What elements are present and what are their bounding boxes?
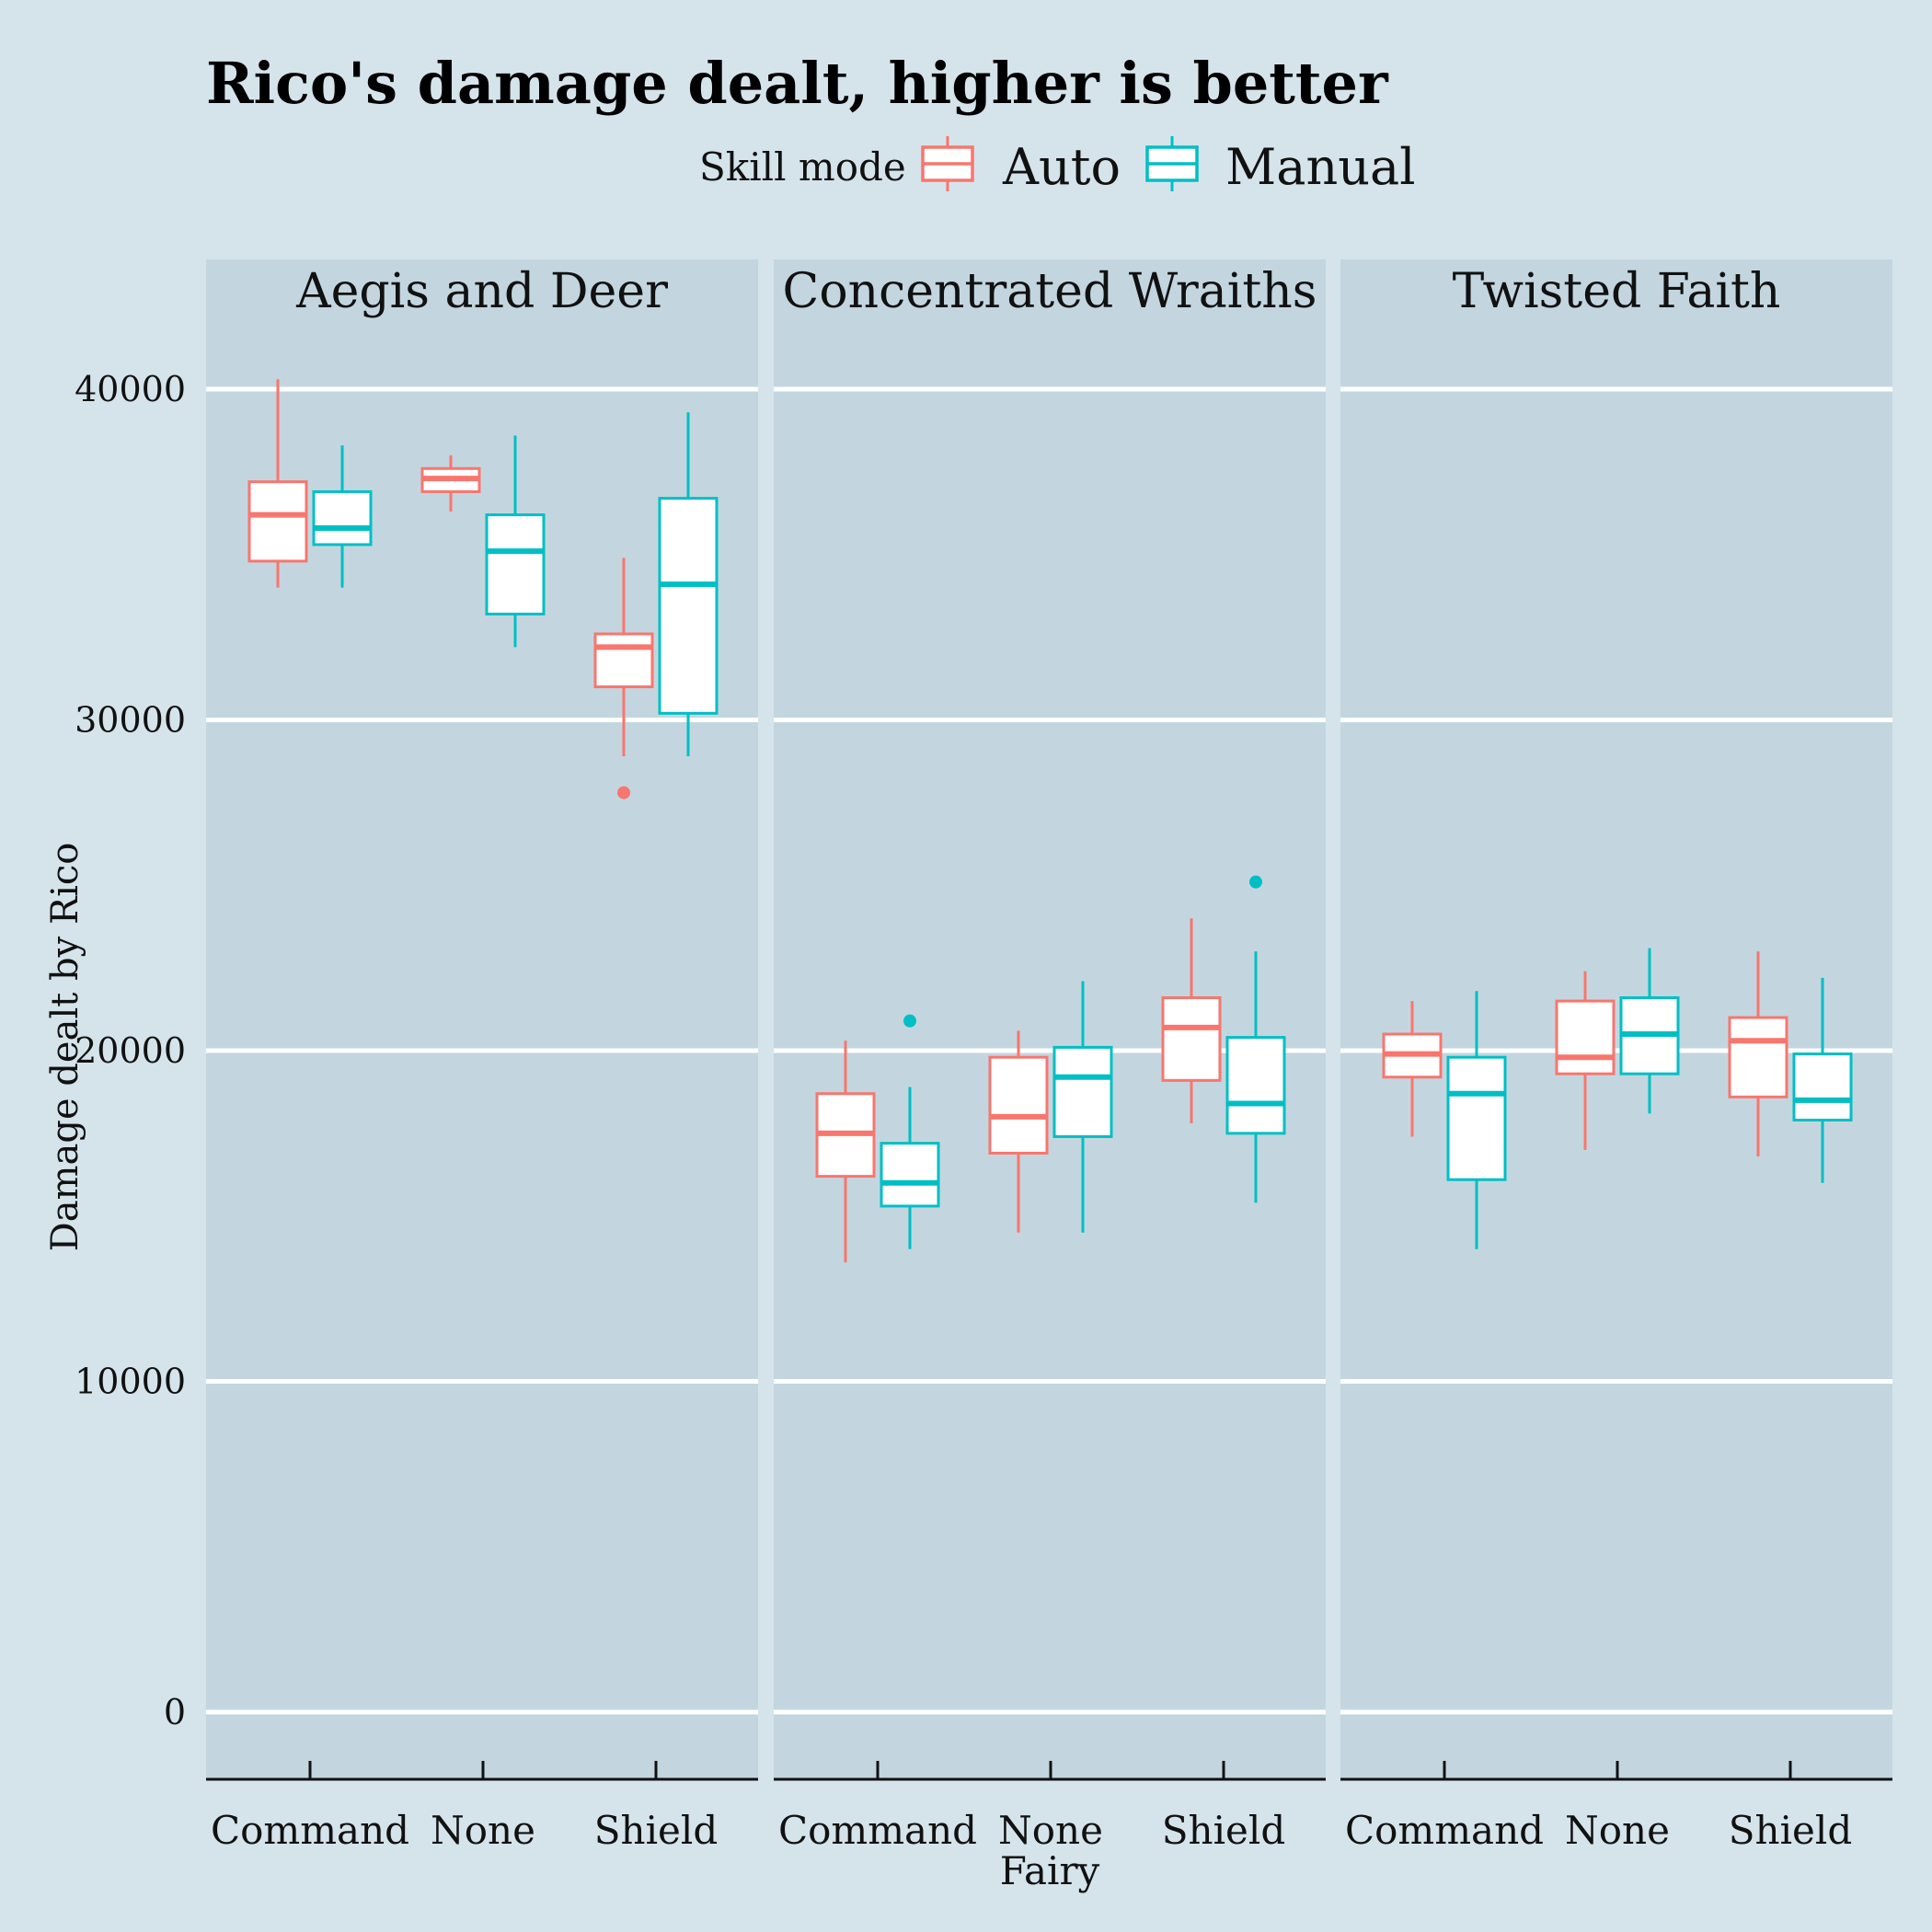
x-tick-label-shield: Shield bbox=[1162, 1808, 1285, 1853]
box-body bbox=[880, 1142, 940, 1208]
box-body bbox=[593, 632, 654, 689]
box-command-manual bbox=[312, 445, 373, 588]
box-shield-auto bbox=[1161, 918, 1222, 1124]
facet-aegis-and-deer: Aegis and Deer Command None Shield bbox=[206, 259, 758, 1853]
box-body bbox=[658, 497, 719, 715]
outlier-point bbox=[903, 1014, 916, 1028]
box-body bbox=[1792, 1052, 1853, 1121]
box-shield-manual bbox=[1792, 977, 1853, 1183]
box-body bbox=[247, 480, 308, 563]
box-body bbox=[988, 1055, 1049, 1155]
box-body bbox=[1555, 999, 1616, 1075]
box-body bbox=[1052, 1045, 1113, 1138]
facet-concentrated-wraiths: Concentrated Wraiths Command None Shield bbox=[774, 259, 1326, 1853]
box-shield-auto bbox=[1728, 951, 1788, 1157]
y-tick-label: 10000 bbox=[75, 1362, 186, 1402]
legend-label-auto: Auto bbox=[1002, 138, 1121, 196]
strip-label: Aegis and Deer bbox=[295, 264, 668, 319]
box-body bbox=[485, 513, 546, 615]
y-tick-label: 0 bbox=[164, 1692, 186, 1732]
box-command-auto bbox=[247, 379, 308, 588]
y-axis-title: Damage dealt by Rico bbox=[44, 843, 86, 1252]
strip-label: Concentrated Wraiths bbox=[783, 264, 1317, 319]
x-axis-title: Fairy bbox=[1000, 1848, 1100, 1893]
legend-title: Skill mode bbox=[699, 144, 906, 190]
box-none-manual bbox=[1052, 981, 1113, 1233]
panel-background bbox=[1340, 259, 1892, 1779]
legend-key-manual bbox=[1145, 136, 1199, 191]
box-shield-manual bbox=[658, 412, 719, 757]
box-body bbox=[1728, 1016, 1788, 1098]
box-command-auto bbox=[815, 1041, 876, 1263]
strip-label: Twisted Faith bbox=[1453, 264, 1781, 319]
box-shield-manual bbox=[1225, 875, 1286, 1203]
outlier-point bbox=[1249, 875, 1262, 889]
x-tick-label-none: None bbox=[431, 1808, 535, 1853]
box-body bbox=[1446, 1055, 1507, 1181]
x-tick-label-command: Command bbox=[1345, 1808, 1544, 1853]
chart-title: Rico's damage dealt, higher is better bbox=[206, 50, 1389, 117]
y-tick-label: 20000 bbox=[75, 1030, 186, 1071]
x-tick-label-none: None bbox=[998, 1808, 1103, 1853]
box-command-auto bbox=[1382, 1001, 1443, 1137]
box-none-auto bbox=[420, 454, 481, 512]
y-tick-label: 30000 bbox=[75, 700, 186, 741]
x-tick-label-shield: Shield bbox=[594, 1808, 718, 1853]
y-tick-label: 40000 bbox=[75, 369, 186, 409]
box-body bbox=[1161, 995, 1222, 1082]
box-command-manual bbox=[880, 1014, 940, 1249]
box-none-manual bbox=[485, 435, 546, 648]
box-none-auto bbox=[988, 1030, 1049, 1233]
x-tick-label-shield: Shield bbox=[1729, 1808, 1852, 1853]
x-tick-label-none: None bbox=[1565, 1808, 1670, 1853]
legend-label-manual: Manual bbox=[1225, 138, 1416, 196]
outlier-point bbox=[617, 786, 630, 799]
box-none-auto bbox=[1555, 971, 1616, 1150]
box-command-manual bbox=[1446, 991, 1507, 1249]
box-none-manual bbox=[1619, 948, 1680, 1114]
box-shield-auto bbox=[593, 558, 654, 799]
box-body bbox=[1225, 1036, 1286, 1135]
x-tick-label-command: Command bbox=[778, 1808, 977, 1853]
panel-background bbox=[774, 259, 1326, 1779]
legend: Skill mode Auto Manual bbox=[699, 136, 1416, 196]
box-body bbox=[312, 489, 373, 546]
x-tick-label-command: Command bbox=[211, 1808, 409, 1853]
facet-twisted-faith: Twisted Faith Command None Shield bbox=[1340, 259, 1892, 1853]
legend-key-auto bbox=[921, 136, 974, 191]
